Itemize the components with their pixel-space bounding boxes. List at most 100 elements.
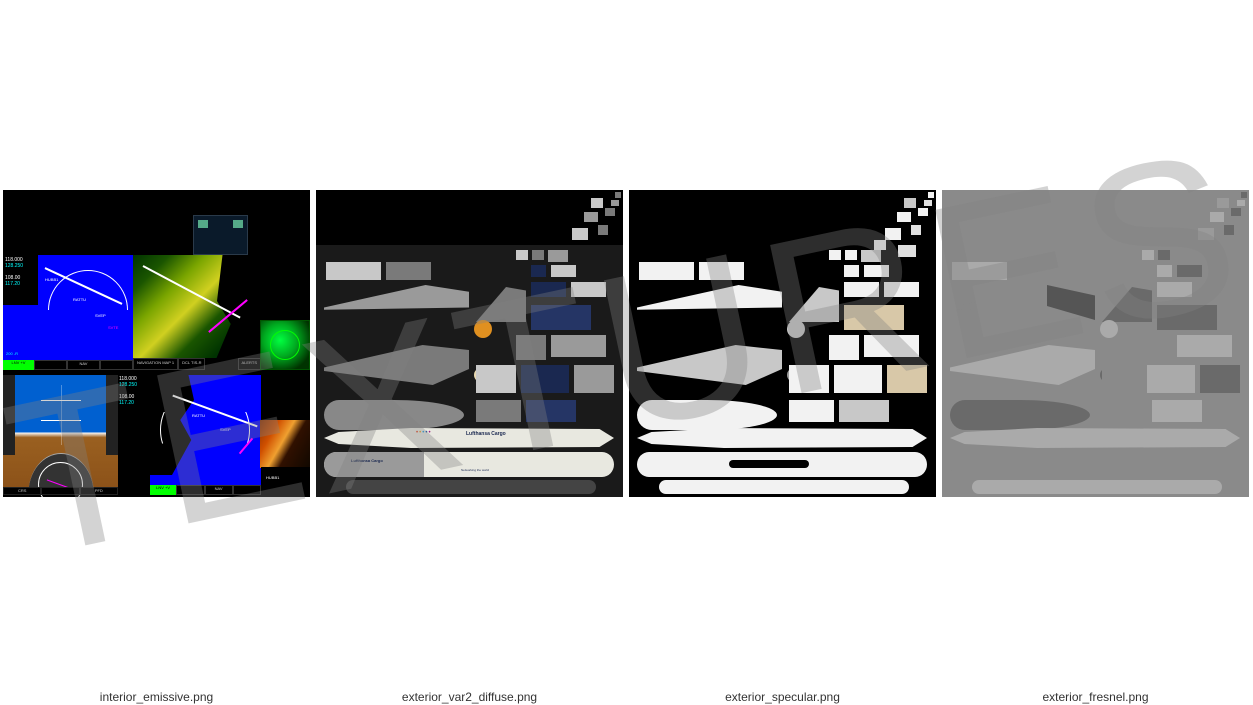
fres-panel-h (1102, 365, 1142, 393)
uv-panel-d (571, 282, 606, 297)
airspeed-tape (3, 375, 15, 455)
spec-panel-h (789, 365, 829, 393)
softkey-row-1: LNV +V NAV (3, 360, 133, 370)
uv-engine-nacelle (324, 400, 464, 430)
uv-panel-i (521, 365, 569, 393)
fres-panel-g (1177, 335, 1232, 357)
caption-2: exterior_var2_diffuse.png (316, 690, 623, 704)
fres-panel-c (1157, 282, 1192, 297)
fres-small-4 (1157, 265, 1172, 277)
cascade-bit (1198, 228, 1214, 240)
spec-small-5 (864, 265, 889, 277)
spec-window-strip (729, 460, 809, 468)
map-info-mid: DCL TIS-R (178, 358, 205, 370)
fres-panel-k (1102, 400, 1147, 422)
uv-fuselage-nose-gray (324, 452, 424, 477)
spec-small-2 (845, 250, 857, 260)
cascade-bit (1241, 192, 1247, 198)
softkey-blank1 (34, 360, 67, 370)
spec-dial-1 (787, 320, 805, 338)
fres-small-1 (1142, 250, 1154, 260)
cascade-bit (605, 208, 615, 216)
spec-engine-nacelle (637, 400, 777, 430)
freq2-nav2s: 117.20 (119, 400, 149, 406)
thumb-exterior-specular (629, 190, 936, 497)
uv-panel-k (476, 400, 521, 422)
fres-small-3 (1174, 250, 1194, 262)
spec-fuselage-belly (659, 480, 909, 494)
fres-fuselage-top (950, 428, 1240, 448)
nav2-btn-b1 (176, 485, 204, 495)
nav-right-softkeys: LNV +V NAV (150, 485, 261, 495)
pitch-ladder (61, 385, 62, 445)
waypoint-3: SVEP (95, 313, 106, 318)
uv-small-navy (531, 265, 546, 277)
texture-thumbnail-row: 118.000 128.250 108.00 117.20 HUBB1 RATT… (3, 190, 1249, 497)
fres-panel-e (1157, 305, 1217, 330)
spec-small-1 (829, 250, 841, 260)
terrain-map-display: NAVIGATION MAP 1 DCL TIS-R ALERTS (133, 255, 261, 370)
spec-panel-e (844, 305, 904, 330)
fres-panel-f (1142, 335, 1172, 360)
spec-panel-l (839, 400, 889, 422)
uv-panel-b (386, 262, 431, 280)
cascade-bit (924, 200, 932, 206)
thumb-interior-emissive: 118.000 128.250 108.00 117.20 HUBB1 RATT… (3, 190, 310, 497)
thumb-exterior-fresnel (942, 190, 1249, 497)
fres-small-2 (1158, 250, 1170, 260)
caption-1: interior_emissive.png (3, 690, 310, 704)
spec-panel-c (844, 282, 879, 297)
top-black-region (3, 190, 310, 255)
fres-panel-a (952, 262, 1007, 280)
spec-panel-f (829, 335, 859, 360)
freq-nav2-standby: 117.20 (5, 281, 36, 287)
spec-panel-a (639, 262, 694, 280)
frequency-box-2: 118.000 128.250 108.00 117.20 (118, 375, 150, 430)
uv-panel-a (326, 262, 381, 280)
cascade-bit (911, 225, 921, 235)
fres-panel-l (1152, 400, 1202, 422)
pfd-btn-blank (41, 487, 79, 495)
nav2-btn-lnv: LNV +V (150, 485, 176, 495)
altitude-tape (106, 375, 118, 455)
nav2-btn-nav: NAV (205, 485, 233, 495)
spec-panel-k (789, 400, 834, 422)
cascade-bit (598, 225, 608, 235)
nav-display-right: RATTU SVEP LNV +V NAV (150, 375, 261, 495)
map-info-left: NAVIGATION MAP 1 (133, 358, 178, 370)
range-label: 200 -R (6, 351, 18, 356)
fres-small-5 (1177, 265, 1202, 277)
mini-instrument-panel (193, 215, 248, 255)
green-compass-rose (270, 330, 300, 360)
primary-flight-display: NAV1 NAV2 CRS PFD (3, 375, 118, 495)
freq2-nav1s: 128.250 (119, 382, 149, 388)
spec-small-4 (844, 265, 859, 277)
fres-fuselage-bottom (950, 452, 1240, 477)
map-alerts: ALERTS (238, 358, 262, 370)
fres-wing-dark-tip (1047, 285, 1095, 320)
spec-wing-upper (637, 285, 782, 330)
pfd-btn-crs: CRS (3, 487, 41, 495)
fres-panel-b (1012, 262, 1057, 280)
cascade-bit (918, 208, 928, 216)
uv-panel-f (516, 335, 546, 360)
cascade-bit (591, 198, 603, 208)
frequency-box-1: 118.000 128.250 108.00 117.20 (3, 255, 38, 305)
uv-small-1 (516, 250, 528, 260)
cascade-bit (1224, 225, 1234, 235)
softkey-blank2 (100, 360, 133, 370)
uv-fuselage-belly (346, 480, 596, 494)
spec-panel-j (887, 365, 927, 393)
uv-panel-l (526, 400, 576, 422)
bottom-label-region: HUBB1 (261, 467, 310, 497)
nav2-wpt-a: RATTU (192, 413, 205, 418)
cascade-bit (615, 192, 621, 198)
cascade-bit (874, 240, 886, 250)
livery-text-main: Lufthansa Cargo (466, 431, 506, 437)
uv-panel-c (531, 282, 566, 297)
uv-panel-j (574, 365, 614, 393)
uv-panel-g (551, 335, 606, 357)
caption-4: exterior_fresnel.png (942, 690, 1249, 704)
nav2-wpt-b: SVEP (220, 427, 231, 432)
uv-dial-1 (474, 320, 492, 338)
